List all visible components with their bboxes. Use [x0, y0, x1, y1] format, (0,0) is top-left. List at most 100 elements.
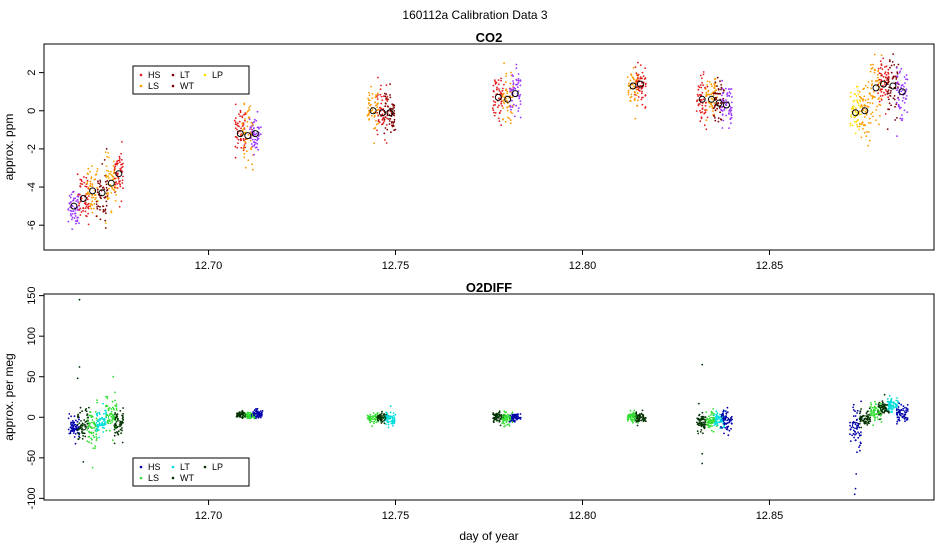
data-point: [95, 203, 98, 206]
data-point: [699, 84, 702, 86]
data-point: [519, 93, 522, 96]
data-point: [70, 415, 72, 418]
data-point: [859, 449, 861, 452]
data-point: [496, 86, 498, 89]
data-point: [107, 170, 110, 173]
data-point: [723, 432, 725, 435]
data-point: [852, 415, 855, 417]
data-point: [697, 103, 700, 105]
data-point: [99, 208, 101, 211]
data-point: [633, 415, 635, 418]
data-point: [876, 80, 879, 82]
data-point: [893, 64, 896, 66]
data-point: [245, 150, 248, 153]
data-point: [383, 413, 386, 416]
data-point: [112, 439, 114, 442]
data-point: [512, 85, 515, 88]
data-point: [905, 78, 907, 81]
data-point: [67, 208, 70, 211]
data-point: [105, 200, 108, 203]
data-point: [859, 441, 862, 444]
data-point: [497, 417, 500, 419]
data-point: [87, 426, 89, 428]
data-point: [109, 422, 112, 425]
data-point: [869, 413, 872, 415]
data-point: [497, 83, 500, 86]
data-point: [870, 84, 873, 87]
data-point: [704, 111, 707, 114]
data-point: [368, 99, 371, 102]
data-point: [868, 418, 871, 420]
data-point: [78, 208, 80, 211]
data-point: [730, 88, 733, 90]
data-point: [86, 417, 89, 420]
data-point: [902, 97, 905, 99]
data-point: [114, 412, 117, 414]
data-point: [902, 405, 905, 408]
data-point: [859, 418, 861, 420]
data-point: [89, 414, 91, 417]
data-point: [251, 129, 254, 131]
data-point: [854, 433, 856, 436]
data-point: [96, 401, 99, 404]
data-point: [393, 120, 396, 123]
data-point: [250, 121, 253, 124]
co2-panel-title: CO2: [476, 30, 503, 45]
data-point: [863, 116, 866, 118]
data-point: [96, 428, 99, 431]
data-point: [641, 90, 643, 93]
data-point: [90, 177, 93, 180]
data-point: [903, 76, 906, 78]
data-point: [113, 426, 116, 428]
data-point: [241, 409, 244, 412]
data-point: [696, 421, 698, 424]
data-point: [497, 117, 500, 120]
data-point: [860, 104, 863, 106]
data-point: [629, 99, 632, 102]
data-point: [114, 183, 117, 186]
data-point: [257, 135, 260, 137]
data-point: [92, 196, 95, 199]
data-point: [377, 108, 380, 111]
data-point: [369, 421, 372, 424]
data-point: [385, 415, 388, 417]
data-point: [122, 187, 124, 190]
data-point: [120, 163, 122, 166]
data-point: [901, 89, 904, 92]
data-point: [237, 122, 239, 125]
data-point: [866, 424, 869, 426]
data-point: [506, 417, 509, 419]
data-point: [368, 109, 370, 112]
data-point: [96, 412, 99, 415]
mean-marker: [698, 417, 706, 425]
data-point: [626, 76, 629, 78]
data-point: [875, 80, 877, 83]
data-point: [631, 415, 634, 418]
data-point: [114, 391, 116, 394]
data-point: [386, 128, 389, 131]
data-point: [859, 444, 861, 447]
data-point: [252, 411, 255, 413]
data-point: [643, 418, 646, 421]
data-point: [721, 427, 723, 429]
data-point: [630, 74, 633, 77]
data-point: [857, 93, 860, 96]
data-point: [863, 422, 866, 425]
mean-marker: [511, 90, 519, 98]
data-point: [69, 209, 72, 212]
data-point: [90, 414, 93, 417]
data-point: [856, 123, 858, 126]
data-point: [711, 97, 713, 100]
data-point: [94, 198, 96, 201]
data-point: [892, 402, 895, 405]
data-point: [887, 81, 890, 84]
data-point: [87, 186, 90, 189]
data-point: [725, 99, 727, 101]
data-point: [241, 413, 244, 416]
data-point: [69, 423, 72, 425]
data-point: [726, 419, 729, 422]
data-point: [86, 414, 88, 417]
data-point: [863, 105, 866, 107]
data-point: [879, 411, 881, 414]
data-point: [720, 84, 723, 86]
